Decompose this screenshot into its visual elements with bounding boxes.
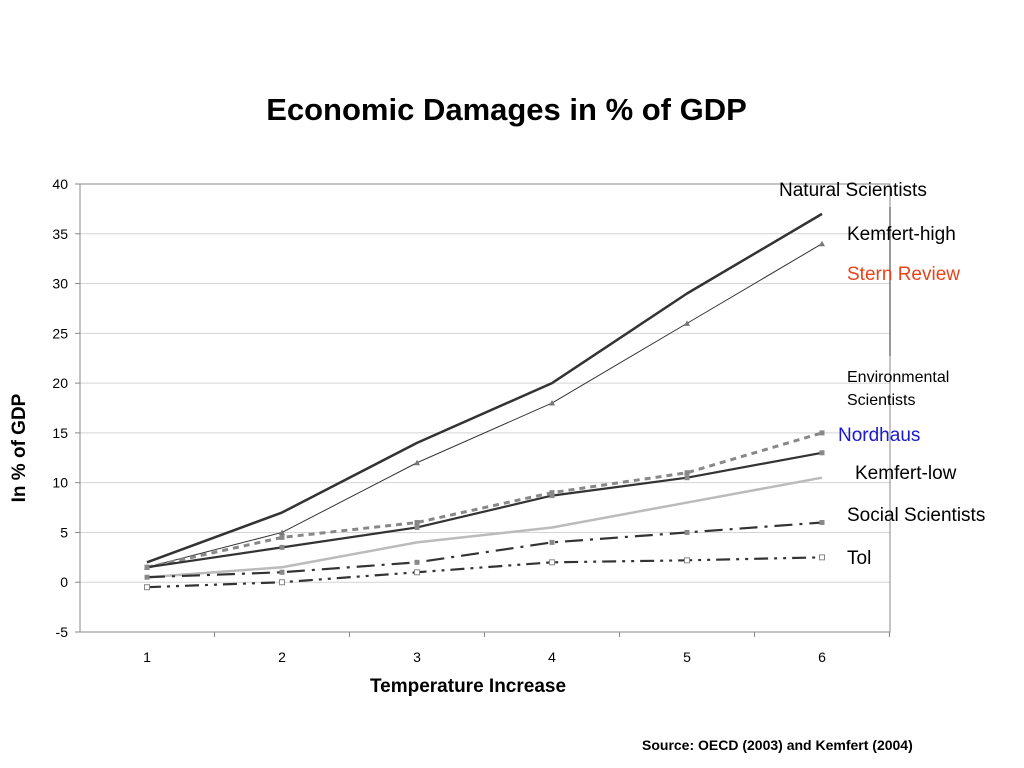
series-point [144,564,150,570]
chart-title: Economic Damages in % of GDP [266,92,747,127]
series-point [279,534,285,540]
series-point [549,490,555,496]
y-tick-label: 25 [52,325,68,341]
series-point [549,400,555,406]
plot-frame [79,183,891,633]
series-point [684,470,690,476]
x-axis-ticks: 1 2 3 4 5 6 [143,632,890,665]
series-point [144,584,150,591]
y-tick-label: 10 [52,475,68,491]
series-line [146,212,823,564]
series-lines [144,212,825,591]
series-point [144,574,150,580]
series-point [414,459,420,466]
x-axis-label: Temperature Increase [369,676,567,697]
series-line [146,431,823,569]
y-tick-label: -5 [56,624,69,640]
source-note: Source: OECD (2003) and Kemfert (2004) [642,737,913,753]
x-tick-label: 1 [143,649,151,665]
series-point [414,559,420,565]
series-point [684,320,690,326]
series-point [819,519,825,525]
x-tick-label: 4 [548,649,556,665]
y-tick-label: 40 [52,176,68,192]
x-tick-label: 6 [818,649,826,665]
series-point [414,569,420,576]
label-environmental-scientists: Environmental Scientists [847,369,950,409]
series-point [414,519,420,525]
series-line [146,476,823,579]
y-tick-label: 5 [60,524,68,540]
label-kemfert-low: Kemfert-low [855,463,957,484]
series-line [146,556,823,589]
label-natural-scientists: Natural Scientists [779,180,927,201]
y-tick-label: 35 [52,226,68,242]
series-line [146,243,823,568]
x-tick-label: 2 [278,649,286,665]
series-point [549,559,555,566]
series-point [279,579,285,586]
series-point [279,544,285,550]
gridlines [80,233,890,583]
series-line [146,451,823,569]
series-point [819,430,825,436]
label-stern-review: Stern Review [847,264,960,285]
y-axis-label: In % of GDP [9,393,30,503]
series-point [819,450,825,456]
series-point [549,539,555,545]
series-line [146,521,823,579]
label-social-scientists: Social Scientists [847,505,986,526]
label-kemfert-high: Kemfert-high [847,224,956,245]
series-point [279,529,285,535]
label-nordhaus: Nordhaus [838,425,921,446]
x-tick-label: 5 [683,649,691,665]
series-point [684,529,690,535]
series-point [684,475,690,481]
series-point [279,569,285,575]
label-tol: Tol [847,548,872,569]
x-tick-label: 3 [413,649,421,665]
y-tick-label: 20 [52,375,68,391]
series-point [414,524,420,530]
series-point [549,493,555,499]
y-tick-label: 30 [52,276,68,292]
series-point [819,554,825,561]
y-tick-label: 0 [60,574,68,590]
y-tick-label: 15 [52,425,68,441]
series-point [684,557,690,564]
series-point [819,240,825,247]
y-axis-ticks: -5 0 5 10 15 20 25 30 35 40 [52,176,80,640]
